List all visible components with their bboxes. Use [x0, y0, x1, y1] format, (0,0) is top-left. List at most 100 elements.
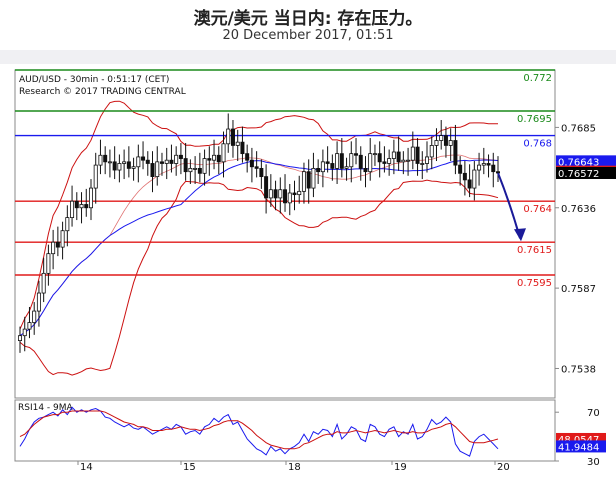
- candle-body: [320, 161, 325, 173]
- candle-body: [17, 335, 22, 341]
- candle-body: [453, 140, 458, 166]
- candle-body: [212, 154, 217, 161]
- chart-title: AUD/USD - 30min - 0:51:17 (CET): [19, 75, 169, 85]
- candle-body: [273, 189, 278, 199]
- candle-body: [207, 158, 212, 161]
- candle-body: [226, 128, 231, 145]
- candle-body: [174, 154, 179, 164]
- candle-body: [368, 153, 373, 173]
- candle-body: [311, 167, 316, 189]
- candle-body: [429, 145, 434, 158]
- candle-body: [467, 179, 472, 189]
- rsi-tick-label: 30: [587, 457, 600, 468]
- candle-body: [325, 161, 330, 164]
- price-tag-label: 0.76572: [558, 169, 599, 180]
- candle-body: [164, 159, 169, 164]
- page-header: 澳元/美元 当日内: 存在压力。 20 December 2017, 01:51: [0, 0, 616, 50]
- candle-body: [230, 128, 235, 146]
- rsi-ma-line: [19, 410, 499, 450]
- candle-body: [292, 192, 297, 196]
- candle-body: [491, 164, 496, 173]
- bollinger-upper-band: [19, 100, 498, 330]
- level-label: 0.772: [523, 73, 552, 84]
- candle-body: [363, 167, 368, 173]
- level-label: 0.7615: [517, 245, 552, 256]
- price-tag-label: 0.76643: [558, 157, 599, 168]
- moving-average-line: [19, 159, 499, 337]
- level-label: 0.764: [523, 204, 552, 215]
- candle-body: [65, 217, 70, 232]
- x-tick-label: 19: [394, 462, 407, 473]
- page-subtitle: 20 December 2017, 01:51: [222, 28, 394, 43]
- candle-body: [443, 135, 448, 146]
- chart-subtitle: Research © 2017 TRADING CENTRAL: [19, 87, 186, 97]
- candle-body: [131, 166, 136, 169]
- candle-body: [448, 140, 453, 146]
- candle-body: [36, 292, 41, 312]
- candle-body: [458, 164, 463, 174]
- candle-body: [240, 141, 245, 155]
- candle-body: [122, 161, 127, 164]
- header-separator: [0, 50, 616, 64]
- candle-body: [235, 141, 240, 146]
- price-tag: [556, 166, 616, 179]
- rsi-tick-label: 70: [587, 408, 600, 419]
- candle-body: [245, 153, 250, 161]
- candle-body: [401, 159, 406, 163]
- candle-body: [420, 163, 425, 165]
- candle-body: [193, 167, 198, 170]
- candle-body: [344, 166, 349, 169]
- candle-body: [254, 166, 259, 169]
- candle-body: [249, 159, 254, 168]
- candle-body: [425, 156, 430, 164]
- candle-body: [183, 158, 188, 173]
- candle-body: [150, 163, 155, 177]
- candle-body: [415, 146, 420, 164]
- candle-body: [51, 241, 56, 255]
- level-label: 0.7695: [517, 114, 552, 125]
- candle-body: [79, 204, 84, 209]
- candle-body: [70, 200, 75, 218]
- bollinger-lower-band: [19, 179, 499, 376]
- candle-body: [377, 153, 382, 163]
- candle-body: [112, 161, 117, 171]
- projection-arrowhead: [514, 228, 526, 242]
- candle-body: [84, 204, 89, 209]
- candle-body: [32, 310, 37, 323]
- page-title: 澳元/美元 当日内: 存在压力。: [193, 9, 423, 29]
- candle-body: [335, 153, 340, 169]
- y-tick-label: 0.7587: [561, 284, 596, 295]
- candle-body: [136, 156, 141, 168]
- candle-body: [155, 161, 160, 177]
- candle-body: [387, 158, 392, 164]
- rsi-value-tag: [556, 440, 606, 453]
- candle-body: [316, 167, 321, 173]
- candle-body: [188, 167, 193, 173]
- candle-body: [382, 161, 387, 164]
- candle-body: [495, 171, 500, 174]
- candle-body: [41, 272, 46, 294]
- candle-body: [287, 192, 292, 204]
- candle-body: [349, 153, 354, 168]
- candle-body: [202, 158, 207, 174]
- candle-body: [60, 230, 65, 248]
- candle-body: [339, 153, 344, 169]
- price-tag: [556, 155, 616, 168]
- candle-body: [472, 169, 477, 189]
- candle-body: [259, 167, 264, 177]
- candle-body: [306, 171, 311, 189]
- candle-body: [354, 153, 359, 156]
- candle-body: [46, 253, 51, 274]
- level-label: 0.768: [523, 139, 552, 150]
- candle-body: [330, 163, 335, 169]
- candle-body: [481, 163, 486, 166]
- candle-body: [178, 154, 183, 159]
- candle-body: [27, 322, 32, 330]
- candle-body: [297, 190, 302, 196]
- candle-body: [301, 171, 306, 192]
- candle-body: [103, 154, 108, 163]
- candle-body: [477, 164, 482, 171]
- candle-body: [372, 153, 377, 156]
- price-panel-frame: [14, 69, 556, 399]
